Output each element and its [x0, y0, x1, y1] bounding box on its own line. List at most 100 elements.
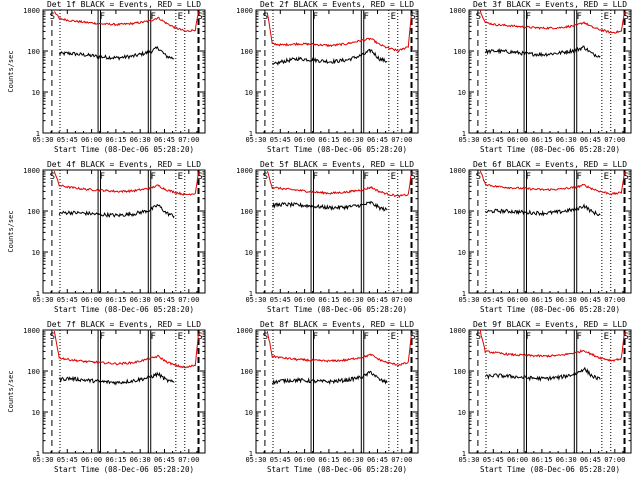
y-tick-label: 10: [458, 249, 466, 257]
x-tick-label: 06:00: [507, 456, 528, 464]
y-tick-label: 1: [462, 290, 466, 298]
lld-series-line: [53, 170, 199, 196]
lld-series-line: [479, 330, 625, 362]
y-tick-label: 1: [462, 450, 466, 458]
chart-panel-6: Det 6f BLACK = Events, RED = LLD 1 10 100 10…: [449, 160, 632, 314]
x-axis-label: Start Time (08-Dec-06 05:28:20): [267, 465, 407, 474]
events-series-line: [272, 48, 388, 66]
event-marker-label: F: [526, 12, 531, 22]
x-tick-label: 06:00: [294, 296, 315, 304]
x-tick-label: 06:45: [154, 456, 175, 464]
event-marker-label: F: [150, 172, 155, 182]
plot-frame: [42, 169, 206, 294]
event-marker-label: F: [576, 12, 581, 22]
event-marker-label: E: [604, 172, 609, 182]
event-marker-label: S: [263, 332, 268, 342]
x-axis-label: Start Time (08-Dec-06 05:28:20): [54, 465, 194, 474]
event-marker-label: E: [391, 332, 396, 342]
chart-title: Det 4f BLACK = Events, RED = LLD: [47, 160, 201, 169]
events-series-line: [484, 203, 601, 217]
y-tick-label: 10: [32, 249, 40, 257]
x-tick-label: 06:30: [556, 136, 577, 144]
y-tick-label: 100: [240, 208, 253, 216]
x-tick-label: 05:30: [458, 456, 479, 464]
x-tick-label: 06:30: [130, 296, 151, 304]
x-tick-label: 06:30: [556, 456, 577, 464]
events-series-line: [58, 203, 175, 219]
event-marker-label: S: [197, 172, 202, 182]
y-tick-label: 1000: [236, 327, 253, 335]
event-marker-label: F: [150, 12, 155, 22]
x-tick-label: 07:00: [604, 456, 625, 464]
events-series-line: [271, 200, 388, 212]
plot-frame: [42, 9, 206, 134]
lld-series-line: [266, 171, 412, 199]
x-tick-label: 05:30: [32, 136, 53, 144]
chart-title: Det 3f BLACK = Events, RED = LLD: [473, 0, 627, 9]
x-tick-label: 06:30: [130, 456, 151, 464]
y-tick-label: 10: [458, 89, 466, 97]
x-tick-label: 06:45: [580, 136, 601, 144]
y-tick-label: 100: [453, 208, 466, 216]
x-tick-label: 05:30: [245, 136, 266, 144]
y-axis-label: Counts/sec: [7, 50, 15, 92]
event-marker-label: F: [313, 12, 318, 22]
events-series-line: [271, 370, 388, 386]
event-marker-label: F: [150, 332, 155, 342]
event-marker-label: F: [100, 172, 105, 182]
x-tick-label: 05:45: [270, 456, 291, 464]
event-marker-label: F: [313, 172, 318, 182]
lld-series-line: [479, 10, 625, 34]
x-tick-label: 07:00: [391, 136, 412, 144]
y-tick-label: 1: [36, 450, 40, 458]
event-marker-label: S: [623, 332, 628, 342]
y-tick-label: 100: [240, 368, 253, 376]
y-tick-label: 100: [27, 368, 40, 376]
x-tick-label: 06:45: [154, 296, 175, 304]
plot-frame: [468, 329, 632, 454]
chart-panel-2: Det 2f BLACK = Events, RED = LLD 1 10 100 10…: [236, 0, 419, 154]
x-tick-label: 06:00: [507, 296, 528, 304]
y-axis-label: Counts/sec: [7, 210, 15, 252]
event-marker-label: F: [313, 332, 318, 342]
chart-panel-9: Det 9f BLACK = Events, RED = LLD 1 10 100 10…: [449, 320, 632, 474]
x-axis-label: Start Time (08-Dec-06 05:28:20): [480, 305, 620, 314]
x-tick-label: 06:15: [531, 456, 552, 464]
lld-series-line: [266, 331, 412, 367]
y-tick-label: 1: [249, 290, 253, 298]
y-tick-label: 100: [453, 48, 466, 56]
x-tick-label: 06:45: [580, 456, 601, 464]
lld-series-line: [53, 11, 199, 33]
events-series-line: [58, 371, 175, 386]
events-series-line: [484, 366, 601, 382]
event-marker-label: S: [410, 172, 415, 182]
event-marker-label: S: [50, 332, 55, 342]
chart-panel-8: Det 8f BLACK = Events, RED = LLD 1 10 100 10…: [236, 320, 419, 474]
y-tick-label: 1: [36, 130, 40, 138]
chart-title: Det 2f BLACK = Events, RED = LLD: [260, 0, 414, 9]
lld-series-line: [266, 12, 412, 53]
x-tick-label: 06:30: [343, 296, 364, 304]
chart-title: Det 6f BLACK = Events, RED = LLD: [473, 160, 627, 169]
x-tick-label: 05:30: [458, 136, 479, 144]
plot-frame: [468, 169, 632, 294]
x-tick-label: 06:15: [105, 136, 126, 144]
event-marker-label: F: [363, 172, 368, 182]
x-tick-label: 07:00: [391, 456, 412, 464]
chart-panel-4: Det 4f BLACK = Events, RED = LLD 1 10 100 10…: [7, 160, 206, 314]
x-tick-label: 06:30: [130, 136, 151, 144]
x-tick-label: 06:00: [294, 136, 315, 144]
x-tick-label: 06:15: [105, 296, 126, 304]
chart-title: Det 5f BLACK = Events, RED = LLD: [260, 160, 414, 169]
y-tick-label: 100: [27, 208, 40, 216]
event-marker-label: S: [50, 172, 55, 182]
event-marker-label: F: [100, 332, 105, 342]
event-marker-label: S: [623, 172, 628, 182]
chart-title: Det 8f BLACK = Events, RED = LLD: [260, 320, 414, 329]
x-tick-label: 06:15: [531, 136, 552, 144]
event-marker-label: S: [263, 12, 268, 22]
x-tick-label: 06:45: [154, 136, 175, 144]
y-tick-label: 1000: [449, 7, 466, 15]
y-tick-label: 1: [36, 290, 40, 298]
event-marker-label: S: [410, 332, 415, 342]
